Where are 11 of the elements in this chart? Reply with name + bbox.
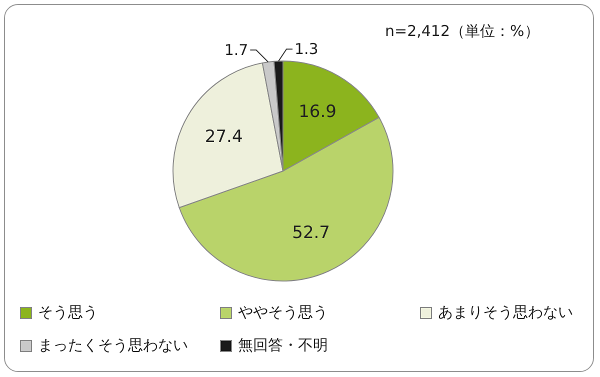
data-label: 52.7	[292, 223, 330, 244]
data-label: 16.9	[298, 102, 336, 122]
legend-label: そう思う	[38, 303, 98, 322]
legend-label: あまりそう思わない	[438, 303, 573, 322]
legend-label: ややそう思う	[238, 303, 328, 322]
legend-label: 無回答・不明	[238, 336, 328, 355]
legend-label: まったくそう思わない	[38, 336, 188, 355]
text: n=2,412（単位：%）	[385, 22, 540, 41]
data-label: 1.3	[294, 40, 318, 58]
data-label: 27.4	[204, 127, 243, 148]
data-label: 1.7	[224, 41, 248, 59]
